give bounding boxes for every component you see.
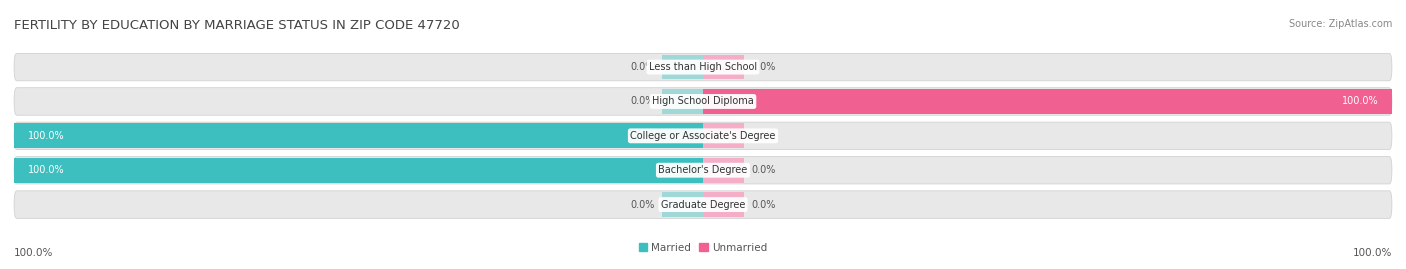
Bar bbox=[662, 55, 703, 79]
Text: High School Diploma: High School Diploma bbox=[652, 97, 754, 107]
FancyBboxPatch shape bbox=[14, 53, 1392, 81]
Text: Less than High School: Less than High School bbox=[650, 62, 756, 72]
Text: 0.0%: 0.0% bbox=[751, 200, 776, 210]
Bar bbox=[703, 55, 744, 79]
Text: Source: ZipAtlas.com: Source: ZipAtlas.com bbox=[1288, 19, 1392, 29]
Bar bbox=[703, 89, 1392, 114]
Text: FERTILITY BY EDUCATION BY MARRIAGE STATUS IN ZIP CODE 47720: FERTILITY BY EDUCATION BY MARRIAGE STATU… bbox=[14, 19, 460, 32]
Text: 0.0%: 0.0% bbox=[751, 62, 776, 72]
Text: 0.0%: 0.0% bbox=[630, 62, 655, 72]
Text: 100.0%: 100.0% bbox=[1341, 97, 1378, 107]
Text: 100.0%: 100.0% bbox=[28, 165, 65, 175]
Bar bbox=[703, 192, 744, 217]
Bar bbox=[662, 192, 703, 217]
Text: 100.0%: 100.0% bbox=[1353, 248, 1392, 258]
Text: Bachelor's Degree: Bachelor's Degree bbox=[658, 165, 748, 175]
Text: 0.0%: 0.0% bbox=[751, 165, 776, 175]
Text: 100.0%: 100.0% bbox=[14, 248, 53, 258]
FancyBboxPatch shape bbox=[14, 88, 1392, 115]
FancyBboxPatch shape bbox=[14, 122, 1392, 150]
Text: Graduate Degree: Graduate Degree bbox=[661, 200, 745, 210]
Bar bbox=[703, 123, 744, 148]
Bar bbox=[14, 123, 703, 148]
Text: 100.0%: 100.0% bbox=[28, 131, 65, 141]
Bar bbox=[14, 158, 703, 183]
FancyBboxPatch shape bbox=[14, 191, 1392, 218]
FancyBboxPatch shape bbox=[14, 157, 1392, 184]
Bar bbox=[662, 89, 703, 114]
Text: 0.0%: 0.0% bbox=[751, 131, 776, 141]
Text: 0.0%: 0.0% bbox=[630, 200, 655, 210]
Legend: Married, Unmarried: Married, Unmarried bbox=[634, 239, 772, 257]
Bar bbox=[703, 158, 744, 183]
Text: College or Associate's Degree: College or Associate's Degree bbox=[630, 131, 776, 141]
Text: 0.0%: 0.0% bbox=[630, 97, 655, 107]
